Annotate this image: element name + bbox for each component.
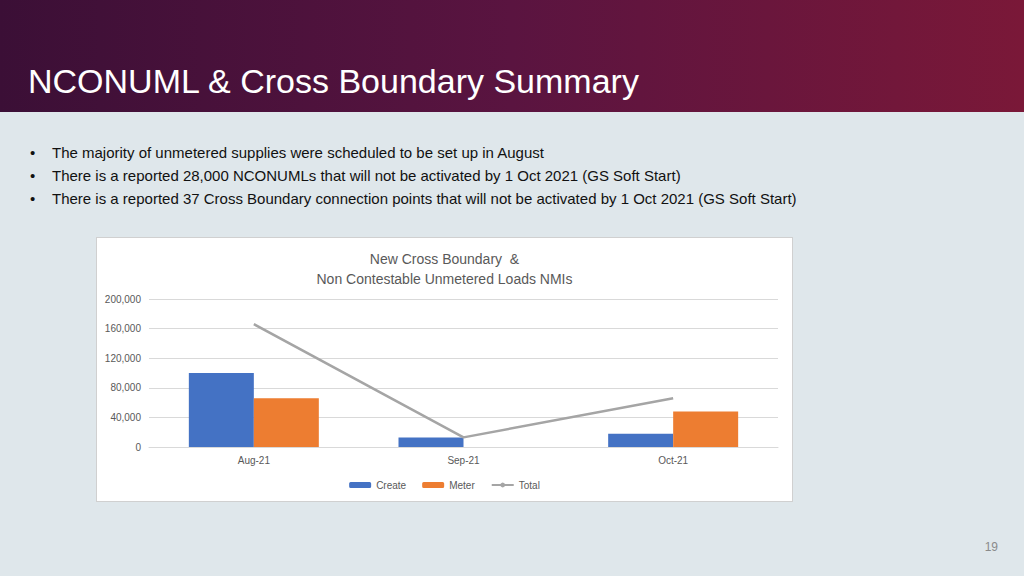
svg-text:40,000: 40,000 (110, 412, 141, 423)
html-text:There is a reported 28,000 NCO: There is a reported 28,000 NCONUMLs that… (52, 167, 681, 184)
svg-text:200,000: 200,000 (105, 294, 142, 305)
html-text:NCONUML & Cross Boundary Summa: NCONUML & Cross Boundary Summary (28, 62, 639, 100)
svg-text:120,000: 120,000 (105, 353, 142, 364)
html-text:There is a reported 37 Cross B: There is a reported 37 Cross Boundary co… (52, 190, 797, 207)
svg-text:0: 0 (135, 442, 141, 453)
html-text:The majority of unmetered supp: The majority of unmetered supplies were … (52, 144, 544, 161)
html-text:19: 19 (984, 540, 998, 554)
svg-text:Sep-21: Sep-21 (447, 455, 480, 466)
svg-text:Non Contestable Unmetered Load: Non Contestable Unmetered Loads NMIs (316, 271, 572, 287)
svg-text:Total: Total (519, 480, 540, 491)
svg-text:Aug-21: Aug-21 (238, 455, 271, 466)
svg-text:Oct-21: Oct-21 (658, 455, 688, 466)
svg-text:160,000: 160,000 (105, 323, 142, 334)
svg-text:Meter: Meter (449, 480, 475, 491)
svg-text:New Cross Boundary &: New Cross Boundary & (370, 251, 520, 267)
svg-text:Create: Create (376, 480, 406, 491)
svg-text:80,000: 80,000 (110, 382, 141, 393)
